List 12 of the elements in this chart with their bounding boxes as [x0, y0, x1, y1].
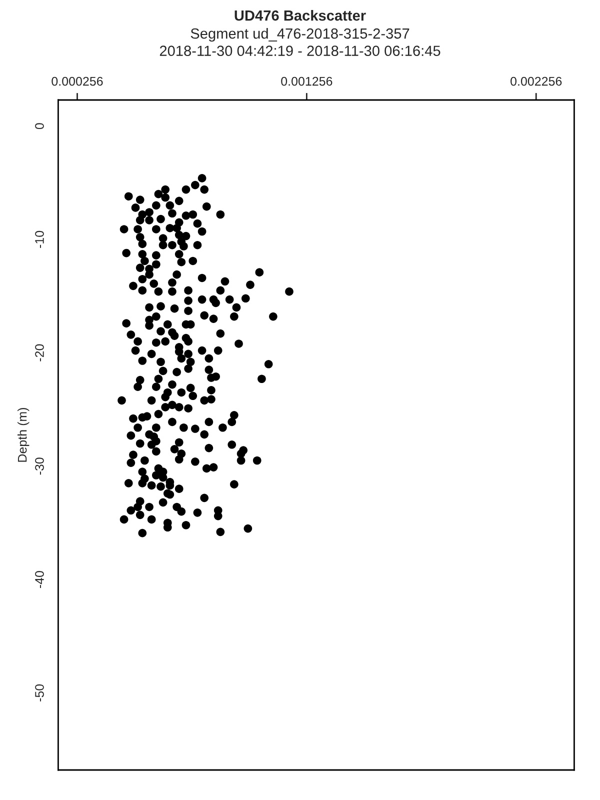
y-tick-label: -10 — [35, 230, 44, 248]
x-tick-label: 0.001256 — [281, 76, 332, 86]
x-tick-label: 0.002256 — [510, 76, 562, 86]
y-tick-label: -20 — [35, 344, 44, 362]
y-tick-label: -40 — [35, 571, 44, 588]
chart-title: UD476 Backscatter — [234, 10, 366, 21]
y-tick-label: 0 — [35, 123, 44, 130]
y-tick-label: -30 — [35, 458, 44, 475]
x-tick-label: 0.000256 — [52, 76, 103, 86]
y-tick-label: -50 — [35, 684, 44, 702]
chart-subtitle: Segment ud_476-2018-315-2-357 2018-11-30 04:42:19 - 2018-11-30 06:16:45 — [160, 28, 440, 56]
y-axis-title: Depth (m) — [18, 408, 30, 462]
